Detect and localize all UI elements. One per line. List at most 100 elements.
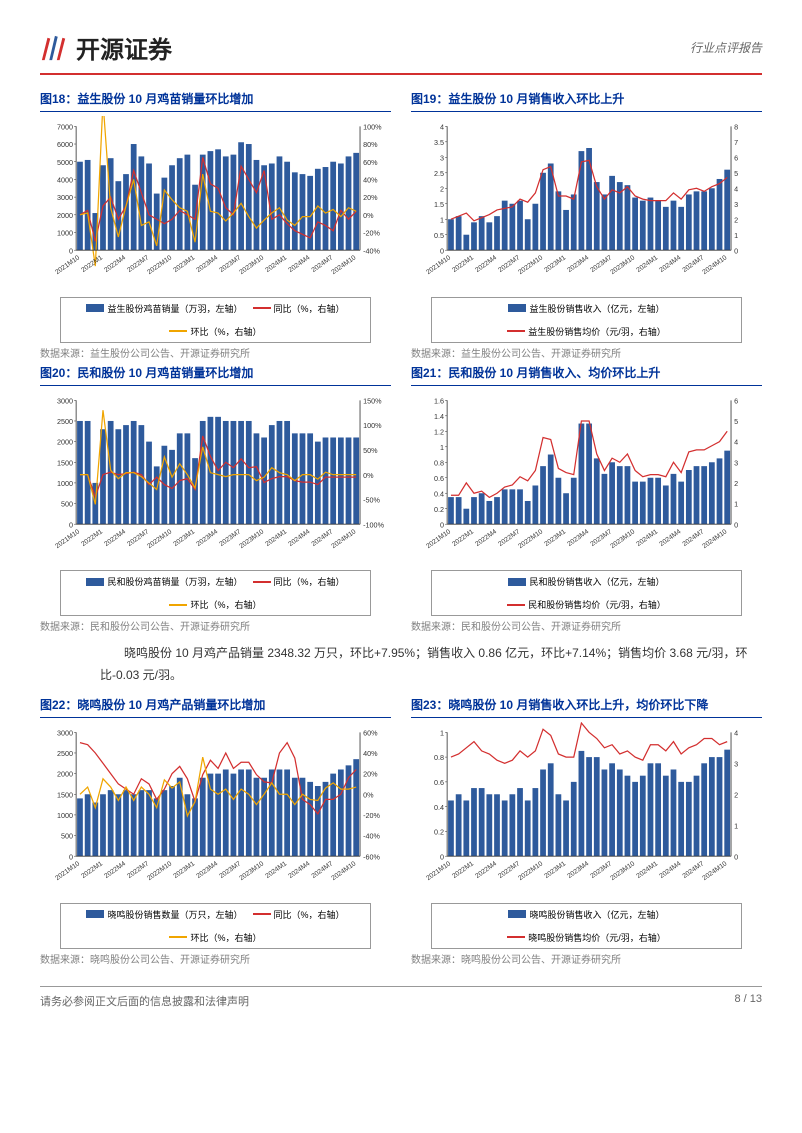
- chart-box: 图23：晓鸣股份 10 月销售收入环比上升，均价环比下降 00.20.40.60…: [411, 696, 762, 966]
- svg-text:2022M1: 2022M1: [451, 254, 475, 274]
- svg-text:2023M4: 2023M4: [195, 528, 219, 548]
- svg-text:2024M1: 2024M1: [264, 860, 288, 880]
- chart-svg: 050010001500200025003000-60%-40%-20%0%20…: [40, 722, 391, 898]
- chart-box: 图21：民和股份 10 月销售收入、均价环比上升 00.20.40.60.811…: [411, 364, 762, 634]
- svg-text:2024M1: 2024M1: [264, 254, 288, 274]
- chart-source: 数据来源：益生股份公司公告、开源证券研究所: [40, 345, 391, 360]
- svg-text:100%: 100%: [363, 421, 382, 430]
- svg-text:2022M1: 2022M1: [80, 528, 104, 548]
- svg-text:0: 0: [734, 520, 738, 529]
- svg-text:2: 2: [734, 215, 738, 224]
- svg-text:2024M10: 2024M10: [330, 254, 357, 276]
- svg-text:2021M10: 2021M10: [425, 860, 452, 882]
- svg-text:7: 7: [734, 138, 738, 147]
- svg-text:1: 1: [440, 442, 444, 451]
- svg-text:-20%: -20%: [363, 811, 380, 820]
- svg-text:0%: 0%: [363, 211, 374, 220]
- svg-text:0: 0: [440, 852, 444, 861]
- chart-legend: 晓鸣股份销售数量（万只，左轴）同比（%，右轴）环比（%，右轴）: [60, 903, 371, 949]
- company-name: 开源证券: [76, 30, 172, 65]
- svg-text:2023M4: 2023M4: [566, 860, 590, 880]
- svg-text:2022M4: 2022M4: [103, 254, 127, 274]
- svg-text:0%: 0%: [363, 470, 374, 479]
- chart-svg: 01000200030004000500060007000-40%-20%0%2…: [40, 116, 391, 292]
- chart-legend: 益生股份销售收入（亿元，左轴）益生股份销售均价（元/羽，右轴）: [431, 297, 742, 343]
- svg-text:0%: 0%: [363, 791, 374, 800]
- svg-text:2024M10: 2024M10: [701, 860, 728, 882]
- svg-text:2024M4: 2024M4: [658, 528, 682, 548]
- chart-source: 数据来源：民和股份公司公告、开源证券研究所: [411, 618, 762, 633]
- svg-text:2021M10: 2021M10: [54, 528, 81, 550]
- svg-text:60%: 60%: [363, 158, 378, 167]
- page-header: 开源证券 行业点评报告: [40, 30, 762, 75]
- svg-text:2022M4: 2022M4: [103, 528, 127, 548]
- svg-text:2500: 2500: [57, 417, 73, 426]
- chart-box: 图19：益生股份 10 月销售收入环比上升 00.511.522.533.540…: [411, 90, 762, 360]
- chart-svg: 050010001500200025003000-100%-50%0%50%10…: [40, 390, 391, 566]
- svg-text:-40%: -40%: [363, 832, 380, 841]
- svg-text:40%: 40%: [363, 749, 378, 758]
- svg-text:0: 0: [440, 520, 444, 529]
- svg-text:0.4: 0.4: [434, 803, 444, 812]
- svg-text:0: 0: [69, 246, 73, 255]
- svg-text:3: 3: [734, 760, 738, 769]
- svg-text:500: 500: [61, 499, 73, 508]
- svg-text:0: 0: [734, 852, 738, 861]
- svg-text:0.2: 0.2: [434, 504, 444, 513]
- svg-text:2023M10: 2023M10: [609, 528, 636, 550]
- svg-text:2024M10: 2024M10: [330, 528, 357, 550]
- chart-source: 数据来源：晓鸣股份公司公告、开源证券研究所: [411, 951, 762, 966]
- svg-text:1500: 1500: [57, 791, 73, 800]
- svg-text:1000: 1000: [57, 811, 73, 820]
- body-text: 晓鸣股份 10 月鸡产品销量 2348.32 万只，环比+7.95%；销售收入 …: [100, 643, 762, 686]
- chart-title: 图22：晓鸣股份 10 月鸡产品销量环比增加: [40, 696, 391, 718]
- svg-text:5000: 5000: [57, 158, 73, 167]
- svg-text:2: 2: [734, 791, 738, 800]
- svg-text:1.6: 1.6: [434, 396, 444, 405]
- svg-text:0: 0: [734, 246, 738, 255]
- chart-legend: 晓鸣股份销售收入（亿元，左轴）晓鸣股份销售均价（元/羽，右轴）: [431, 903, 742, 949]
- svg-text:1000: 1000: [57, 229, 73, 238]
- svg-text:6000: 6000: [57, 140, 73, 149]
- chart-title: 图23：晓鸣股份 10 月销售收入环比上升，均价环比下降: [411, 696, 762, 718]
- svg-text:2023M1: 2023M1: [543, 860, 567, 880]
- svg-text:1500: 1500: [57, 458, 73, 467]
- svg-text:2500: 2500: [57, 749, 73, 758]
- svg-text:2024M4: 2024M4: [658, 254, 682, 274]
- svg-text:2021M10: 2021M10: [425, 254, 452, 276]
- svg-text:2022M1: 2022M1: [80, 860, 104, 880]
- svg-text:2: 2: [734, 479, 738, 488]
- svg-text:500: 500: [61, 832, 73, 841]
- svg-text:5: 5: [734, 417, 738, 426]
- svg-text:0: 0: [69, 852, 73, 861]
- svg-text:2024M4: 2024M4: [287, 528, 311, 548]
- svg-text:60%: 60%: [363, 729, 378, 738]
- svg-text:2022M10: 2022M10: [517, 528, 544, 550]
- svg-text:1.4: 1.4: [434, 411, 444, 420]
- page-number: 8 / 13: [734, 993, 762, 1009]
- svg-text:2000: 2000: [57, 770, 73, 779]
- logo-icon: [40, 34, 68, 62]
- svg-text:3: 3: [734, 200, 738, 209]
- chart-svg: 00.20.40.60.811.21.41.601234562021M10202…: [411, 390, 762, 566]
- svg-text:2023M10: 2023M10: [238, 528, 265, 550]
- svg-text:2024M4: 2024M4: [658, 860, 682, 880]
- report-type: 行业点评报告: [690, 39, 762, 56]
- svg-text:0: 0: [69, 520, 73, 529]
- svg-text:2023M1: 2023M1: [172, 860, 196, 880]
- svg-text:1.5: 1.5: [434, 200, 444, 209]
- page-footer: 请务必参阅正文后面的信息披露和法律声明 8 / 13: [40, 986, 762, 1009]
- svg-text:0.8: 0.8: [434, 458, 444, 467]
- chart-svg: 00.511.522.533.540123456782021M102022M12…: [411, 116, 762, 292]
- svg-text:80%: 80%: [363, 140, 378, 149]
- svg-text:100%: 100%: [363, 122, 382, 131]
- svg-text:1: 1: [734, 822, 738, 831]
- svg-text:4: 4: [734, 184, 738, 193]
- chart-source: 数据来源：民和股份公司公告、开源证券研究所: [40, 618, 391, 633]
- svg-text:2022M1: 2022M1: [80, 254, 104, 274]
- svg-text:4000: 4000: [57, 176, 73, 185]
- svg-text:2000: 2000: [57, 437, 73, 446]
- svg-text:2024M1: 2024M1: [264, 528, 288, 548]
- svg-text:-40%: -40%: [363, 246, 380, 255]
- chart-legend: 益生股份鸡苗销量（万羽，左轴）同比（%，右轴）环比（%，右轴）: [60, 297, 371, 343]
